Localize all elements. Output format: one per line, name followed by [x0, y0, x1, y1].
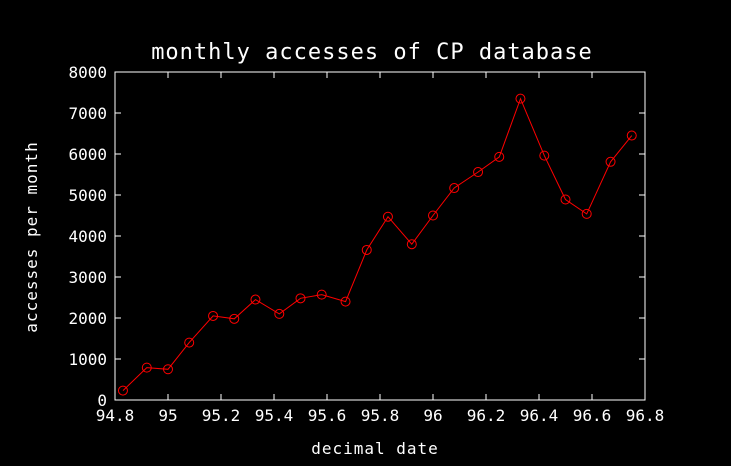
x-tick-label: 95.6 [308, 406, 347, 425]
x-tick-label: 96.6 [573, 406, 612, 425]
data-point [382, 211, 393, 222]
x-tick-label: 94.8 [96, 406, 135, 425]
data-point [361, 244, 372, 255]
y-tick-label: 2000 [68, 309, 107, 328]
data-point [117, 385, 128, 396]
data-point [581, 208, 592, 219]
data-point [473, 167, 484, 178]
x-tick-label: 96 [423, 406, 442, 425]
data-point [494, 151, 505, 162]
data-point [406, 239, 417, 250]
y-tick-label: 7000 [68, 104, 107, 123]
y-axis-label: accesses per month [22, 141, 41, 332]
y-tick-label: 4000 [68, 227, 107, 246]
data-point [274, 308, 285, 319]
y-tick-label: 0 [97, 391, 107, 410]
data-point [208, 310, 219, 321]
x-tick-label: 96.8 [626, 406, 665, 425]
data-point [626, 130, 637, 141]
data-point [141, 362, 152, 373]
y-tick-label: 5000 [68, 186, 107, 205]
data-point [229, 313, 240, 324]
data-point [605, 156, 616, 167]
x-tick-label: 95.4 [255, 406, 294, 425]
data-point [184, 337, 195, 348]
data-point [316, 289, 327, 300]
data-point [539, 150, 550, 161]
data-point [295, 293, 306, 304]
x-tick-label: 95.8 [361, 406, 400, 425]
data-point [340, 296, 351, 307]
x-axis-label: decimal date [311, 439, 439, 458]
data-point [428, 210, 438, 221]
series-line [122, 97, 633, 391]
y-tick-label: 3000 [68, 268, 107, 287]
data-point [515, 93, 526, 104]
y-tick-label: 1000 [68, 350, 107, 369]
y-tick-label: 8000 [68, 63, 107, 82]
data-point [449, 183, 460, 194]
x-tick-label: 95 [158, 406, 177, 425]
x-tick-label: 96.4 [520, 406, 559, 425]
chart-title: monthly accesses of CP database [151, 40, 593, 65]
x-tick-label: 96.2 [467, 406, 506, 425]
data-point [250, 294, 261, 305]
y-tick-label: 6000 [68, 145, 107, 164]
data-point [560, 194, 571, 205]
x-tick-label: 95.2 [202, 406, 241, 425]
data-point [163, 364, 173, 375]
